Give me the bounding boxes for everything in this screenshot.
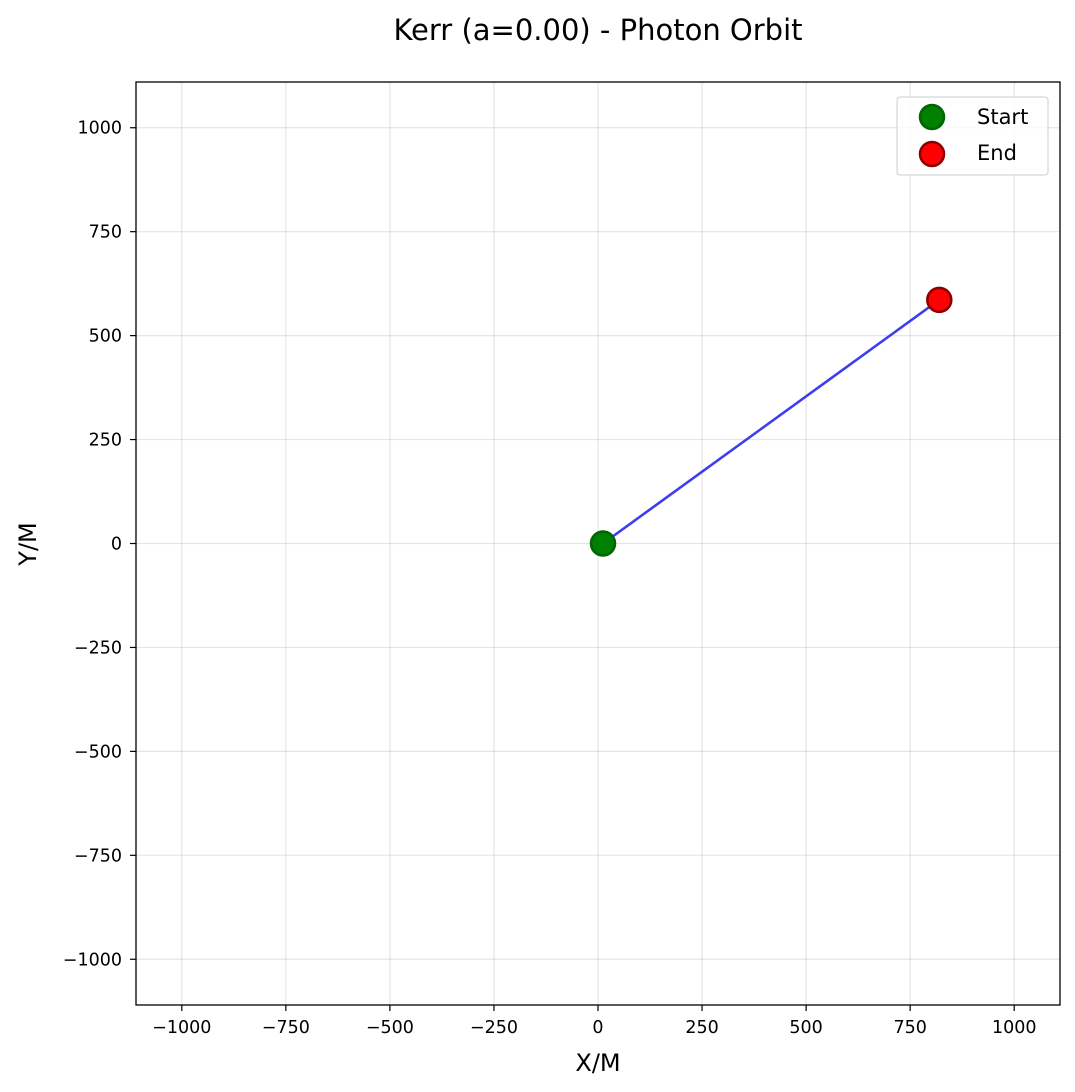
x-tick-label: 250 (685, 1018, 718, 1038)
x-axis-label: X/M (575, 1049, 620, 1077)
legend-label-start: Start (977, 105, 1028, 129)
y-tick-label: 500 (89, 327, 122, 347)
y-tick-label: −250 (74, 638, 122, 658)
series-layer (589, 286, 953, 557)
end-point (926, 286, 953, 314)
y-tick-label: 250 (89, 431, 122, 451)
y-axis-ticks: −1000 −750 −500 −250 0 250 500 750 1000 (63, 119, 136, 970)
y-tick-label: 0 (111, 535, 122, 555)
legend-label-end: End (977, 141, 1017, 165)
x-axis-ticks: −1000 −750 −500 −250 0 250 500 750 1000 (152, 1005, 1036, 1038)
x-tick-label: 0 (592, 1018, 603, 1038)
y-axis-label: Y/M (14, 522, 42, 566)
y-tick-label: −1000 (63, 950, 122, 970)
x-tick-label: 500 (789, 1018, 822, 1038)
legend-marker-start (918, 103, 946, 131)
x-tick-label: −1000 (152, 1018, 211, 1038)
x-tick-label: 750 (893, 1018, 926, 1038)
legend: Start End (896, 96, 1049, 176)
x-tick-label: 1000 (992, 1018, 1037, 1038)
legend-marker-end (918, 140, 946, 168)
y-tick-label: 750 (89, 223, 122, 243)
x-tick-label: −500 (366, 1018, 414, 1038)
start-point (589, 530, 617, 557)
x-tick-label: −750 (262, 1018, 310, 1038)
y-tick-label: 1000 (77, 119, 122, 139)
y-tick-label: −750 (74, 846, 122, 866)
orbit-line (602, 298, 941, 545)
x-tick-label: −250 (470, 1018, 518, 1038)
y-tick-label: −500 (74, 742, 122, 762)
chart-title: Kerr (a=0.00) - Photon Orbit (393, 13, 802, 47)
